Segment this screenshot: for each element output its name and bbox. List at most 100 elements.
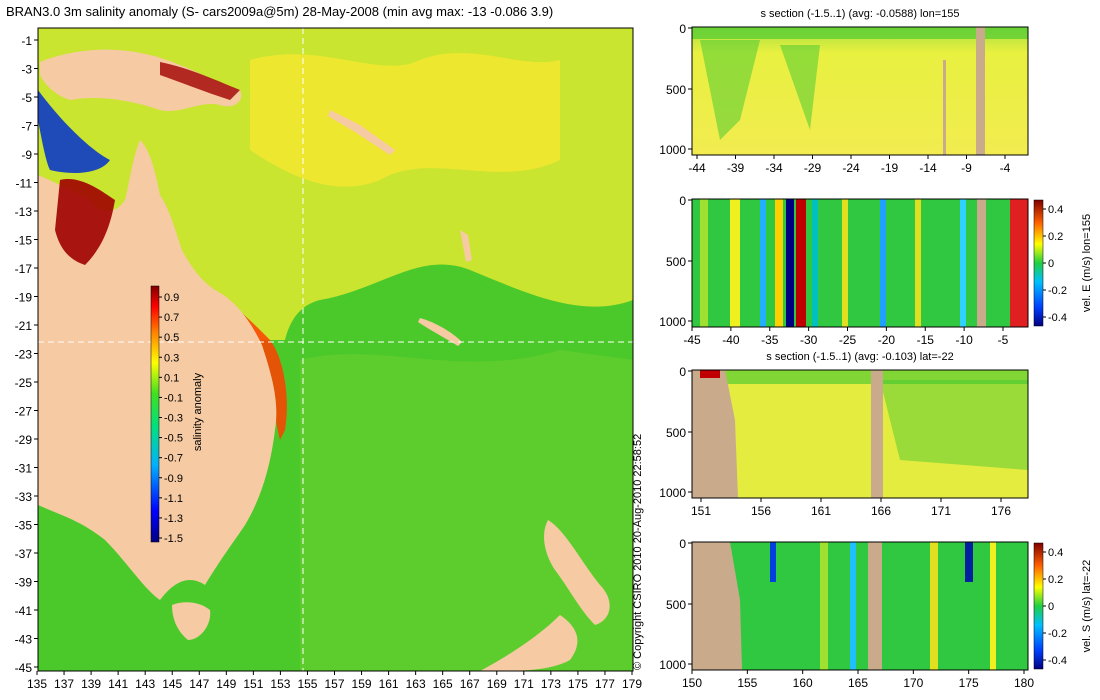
- section-x-tick-label: -35: [761, 333, 779, 347]
- section-y-tick-label: 500: [666, 426, 686, 440]
- section-4-colorbar-label: vel. S (m/s) lat=-22: [1081, 560, 1093, 653]
- section-colorbar-tick-label: 0: [1048, 258, 1054, 270]
- section-x-tick-label: -29: [804, 161, 822, 175]
- section-x-tick-label: -44: [688, 161, 706, 175]
- colorbar-tick-label: -0.3: [164, 413, 183, 425]
- section-x-tick-label: 151: [691, 504, 711, 518]
- section-x-tick-label: -15: [917, 333, 935, 347]
- section-x-tick-label: -24: [842, 161, 860, 175]
- section-colorbar-tick-label: 0.4: [1048, 204, 1063, 216]
- section-y-tick-label: 1000: [659, 486, 686, 500]
- lat-tick-label: -11: [16, 177, 33, 191]
- section-x-tick-label: -4: [1000, 161, 1011, 175]
- section-panel-4[interactable]: [691, 541, 1044, 671]
- lat-tick-label: -35: [15, 519, 33, 533]
- colorbar-tick-label: -1.5: [164, 533, 183, 545]
- section-x-tick-label: 180: [1014, 676, 1034, 690]
- lat-tick-label: -45: [15, 661, 33, 675]
- lon-tick-label: 161: [379, 677, 399, 691]
- lat-tick-label: -25: [15, 376, 33, 390]
- section-3-land: [692, 370, 738, 498]
- lon-tick-label: 145: [162, 677, 182, 691]
- section-colorbar-tick-label: -0.2: [1048, 285, 1067, 297]
- lat-tick-label: -3: [21, 63, 32, 77]
- section-x-tick-label: -10: [955, 333, 973, 347]
- section-3-title: s section (-1.5..1) (avg: -0.103) lat=-2…: [766, 351, 953, 363]
- section-panel-2[interactable]: [691, 198, 1044, 328]
- lon-tick-label: 177: [595, 677, 615, 691]
- lat-tick-label: -7: [21, 120, 32, 134]
- lon-tick-label: 171: [514, 677, 534, 691]
- new-caledonia-landmass: [418, 318, 462, 346]
- new-zealand-south: [480, 615, 578, 671]
- section-3-field: [692, 370, 1028, 498]
- lat-tick-label: -9: [21, 148, 32, 162]
- section-x-tick-label: -30: [800, 333, 818, 347]
- lon-tick-label: 151: [243, 677, 263, 691]
- section-x-tick-label: 176: [991, 504, 1011, 518]
- lat-tick-label: -27: [15, 405, 33, 419]
- map-frame: [37, 27, 634, 672]
- colorbar-tick-label: -1.1: [164, 493, 183, 505]
- map-anomaly-warm-core: [250, 52, 560, 187]
- lon-tick-label: 141: [108, 677, 128, 691]
- lat-tick-label: -19: [15, 291, 33, 305]
- gulf-anomaly: [55, 179, 115, 265]
- new-guinea-anomaly: [160, 62, 240, 100]
- section-x-tick-label: 161: [811, 504, 831, 518]
- section-y-tick-label: 500: [666, 598, 686, 612]
- lon-tick-label: 137: [54, 677, 74, 691]
- lat-tick-label: -29: [15, 433, 33, 447]
- section-x-tick-label: 171: [931, 504, 951, 518]
- section-2-field: [692, 199, 1028, 327]
- lat-tick-label: -5: [21, 91, 32, 105]
- section-x-tick-label: 156: [751, 504, 771, 518]
- section-x-tick-label: -25: [839, 333, 857, 347]
- salinity-map[interactable]: [37, 27, 634, 672]
- lat-tick-label: -17: [15, 262, 33, 276]
- section-1-frame: [691, 26, 1029, 156]
- section-x-tick-label: 150: [682, 676, 702, 690]
- lat-tick-label: -39: [15, 576, 33, 590]
- lon-tick-label: 153: [270, 677, 290, 691]
- section-x-tick-label: 155: [737, 676, 757, 690]
- colorbar-tick-label: -0.7: [164, 453, 183, 465]
- lon-tick-label: 135: [27, 677, 47, 691]
- section-y-tick-label: 0: [679, 537, 686, 551]
- section-4-frame: [691, 541, 1029, 671]
- section-y-tick-label: 0: [679, 194, 686, 208]
- lat-tick-label: -33: [15, 490, 33, 504]
- lon-tick-label: 139: [81, 677, 101, 691]
- colorbar-tick-label: -0.5: [164, 433, 183, 445]
- salinity-colorbar-gradient: [150, 285, 160, 543]
- section-y-tick-label: 0: [679, 365, 686, 379]
- section-y-tick-label: 500: [666, 83, 686, 97]
- lat-tick-label: -21: [15, 319, 33, 333]
- lat-tick-label: -23: [15, 348, 33, 362]
- section-y-tick-label: 1000: [659, 315, 686, 329]
- section-y-tick-label: 1000: [659, 143, 686, 157]
- lon-tick-label: 167: [460, 677, 480, 691]
- section-x-tick-label: -45: [683, 333, 701, 347]
- lon-tick-label: 179: [622, 677, 642, 691]
- section-y-tick-label: 0: [679, 22, 686, 36]
- section-colorbar-tick-label: 0.2: [1048, 574, 1063, 586]
- solomon-islands: [328, 110, 395, 155]
- section-panel-1[interactable]: [691, 26, 1029, 156]
- section-2-colorbar: [1033, 199, 1044, 327]
- section-1-land: [976, 27, 985, 155]
- section-x-tick-label: -14: [919, 161, 937, 175]
- section-x-tick-label: 170: [903, 676, 923, 690]
- new-guinea-landmass: [40, 49, 242, 112]
- section-x-tick-label: -20: [878, 333, 896, 347]
- lon-tick-label: 149: [216, 677, 236, 691]
- colorbar-tick-label: -0.1: [164, 392, 183, 404]
- lon-tick-label: 165: [433, 677, 453, 691]
- section-4-land: [692, 542, 742, 670]
- lon-tick-label: 175: [568, 677, 588, 691]
- section-panel-3[interactable]: [691, 369, 1029, 499]
- lat-tick-label: -41: [15, 604, 33, 618]
- section-colorbar-tick-label: 0.2: [1048, 231, 1063, 243]
- section-x-tick-label: 165: [848, 676, 868, 690]
